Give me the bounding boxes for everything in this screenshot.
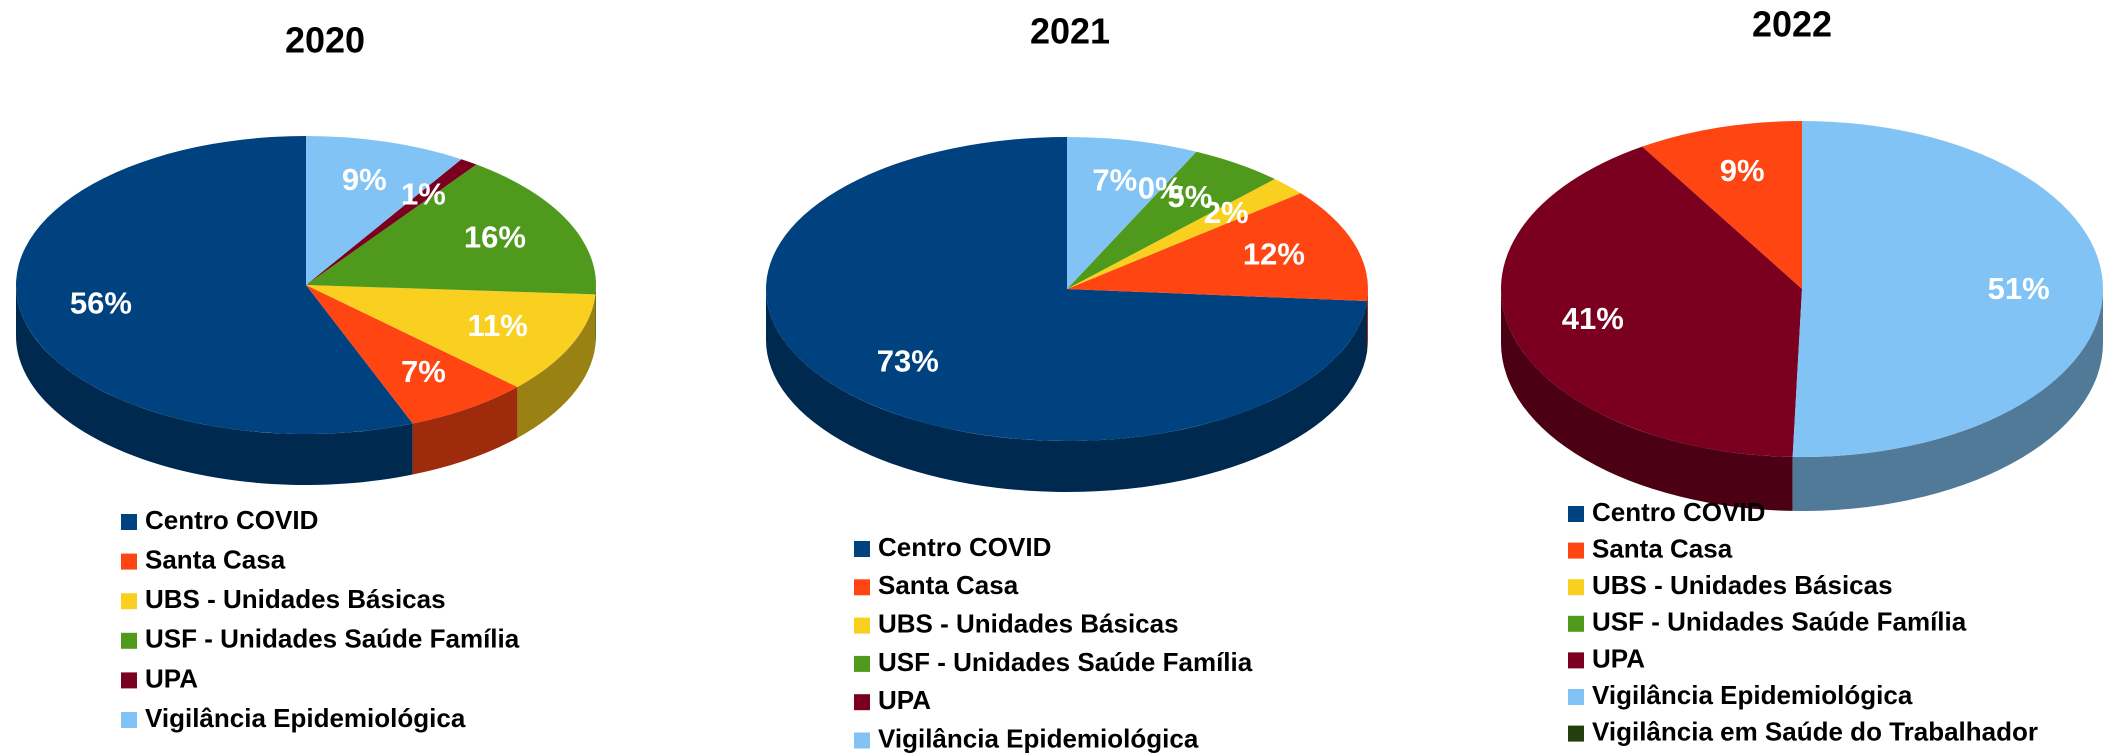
legend-label: Centro COVID bbox=[878, 532, 1051, 562]
data-label: 73% bbox=[877, 343, 939, 378]
legend-label: Santa Casa bbox=[878, 570, 1019, 600]
slice bbox=[306, 136, 462, 285]
legend-label: Vigilância Epidemiológica bbox=[878, 723, 1199, 753]
slice bbox=[306, 285, 596, 387]
data-label: 1% bbox=[401, 176, 446, 211]
legend-swatch bbox=[1568, 725, 1584, 742]
legend-swatch bbox=[1568, 542, 1584, 559]
legend-label: UBS - Unidades Básicas bbox=[1592, 570, 1893, 600]
slice bbox=[1067, 193, 1368, 302]
legend-label: UBS - Unidades Básicas bbox=[878, 608, 1179, 638]
slice bbox=[1792, 120, 2103, 457]
legend-swatch bbox=[1568, 689, 1584, 705]
slice-side bbox=[412, 386, 518, 475]
data-label: 2% bbox=[1204, 195, 1249, 230]
legend-label: Santa Casa bbox=[145, 544, 286, 574]
data-label: 7% bbox=[1092, 162, 1137, 197]
data-label: 0% bbox=[1138, 170, 1183, 205]
slice bbox=[306, 285, 518, 424]
legend-label: UPA bbox=[878, 685, 931, 715]
slice bbox=[1067, 137, 1197, 289]
legend-swatch bbox=[854, 617, 870, 634]
slice-side bbox=[1792, 289, 2103, 512]
slice bbox=[306, 159, 477, 285]
data-label: 12% bbox=[1243, 237, 1305, 272]
legend-swatch bbox=[854, 541, 870, 557]
data-label: 7% bbox=[401, 354, 446, 389]
slice-side bbox=[1367, 289, 1368, 353]
slice bbox=[306, 164, 596, 295]
data-label: 56% bbox=[70, 285, 132, 320]
legend-swatch bbox=[854, 732, 870, 749]
legend-swatch bbox=[854, 694, 870, 711]
data-label: 41% bbox=[1562, 301, 1624, 336]
data-label: 11% bbox=[467, 308, 527, 343]
chart-title: 2020 bbox=[285, 20, 365, 61]
legend-swatch bbox=[854, 655, 870, 672]
legend-label: Vigilância em Saúde do Trabalhador bbox=[1592, 716, 2038, 746]
legend-label: USF - Unidades Saúde Família bbox=[145, 624, 520, 654]
data-label: 9% bbox=[1720, 153, 1765, 188]
legend-swatch bbox=[1568, 579, 1584, 596]
slice-side bbox=[517, 294, 596, 438]
legend-swatch bbox=[121, 672, 137, 689]
legend-swatch bbox=[121, 514, 137, 530]
slice-side bbox=[595, 285, 596, 346]
legend-label: Centro COVID bbox=[1592, 497, 1765, 527]
data-label: 5% bbox=[1167, 179, 1212, 214]
data-label: 16% bbox=[464, 220, 526, 255]
legend-label: Centro COVID bbox=[145, 505, 318, 535]
legend-label: Santa Casa bbox=[1592, 533, 1733, 563]
legend-swatch bbox=[121, 632, 137, 649]
slice bbox=[765, 137, 1368, 442]
chart-title: 2022 bbox=[1752, 4, 1832, 45]
data-label: 51% bbox=[1988, 271, 2050, 306]
slice-side bbox=[1501, 289, 1793, 511]
legend-label: Vigilância Epidemiológica bbox=[145, 703, 466, 733]
slice bbox=[1067, 151, 1275, 289]
legend-label: UPA bbox=[145, 663, 198, 693]
chart-title: 2021 bbox=[1030, 11, 1110, 52]
legend-label: USF - Unidades Saúde Família bbox=[878, 647, 1253, 677]
legend-swatch bbox=[1568, 615, 1584, 632]
slice-side bbox=[16, 285, 413, 485]
legend-swatch bbox=[1568, 506, 1584, 522]
legend-swatch bbox=[854, 579, 870, 596]
legend-label: USF - Unidades Saúde Família bbox=[1592, 607, 1967, 637]
slice bbox=[1642, 121, 1802, 289]
legend-swatch bbox=[121, 553, 137, 570]
slice bbox=[15, 136, 413, 434]
legend-swatch bbox=[121, 712, 137, 728]
data-label: 9% bbox=[342, 162, 387, 197]
slice bbox=[1067, 178, 1301, 289]
legend-label: UBS - Unidades Básicas bbox=[145, 584, 446, 614]
legend-label: Vigilância Epidemiológica bbox=[1592, 680, 1913, 710]
legend-label: UPA bbox=[1592, 643, 1645, 673]
legend-swatch bbox=[121, 593, 137, 610]
slice-side bbox=[766, 289, 1368, 492]
legend-swatch bbox=[1568, 652, 1584, 669]
slice bbox=[1500, 146, 1802, 457]
